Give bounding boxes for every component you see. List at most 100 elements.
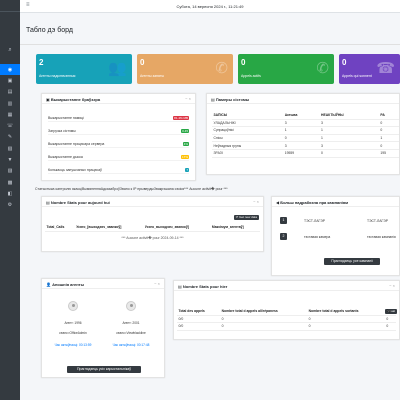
- system-sizes-card: ▤ Памеры сістэмы ЗАПІСЫ Актыва НЕАКТЫЎНЫ РА…: [206, 93, 400, 175]
- sidebar-item-reports[interactable]: ▦: [7, 111, 13, 118]
- table-cell: 0: [283, 134, 320, 143]
- sidebar-item-filter[interactable]: ▼: [7, 157, 13, 164]
- sidebar-nav: ◉ ▣ ▤ ▥ ▦ ☏ ✎ ▧ ▼ ▨ ▩ ◧ ⚙: [0, 64, 20, 211]
- card-title: ▤ Памеры сістэмы: [211, 97, 250, 102]
- table-cell: УЛАДАЛЬНІКІ: [212, 119, 284, 128]
- table-cell: 0: [220, 315, 308, 324]
- table-row: ЗРАЗІ 19559 0 195: [212, 149, 399, 158]
- table-cell: 3: [283, 141, 320, 150]
- sidebar-item-campaigns[interactable]: ▤: [7, 89, 13, 96]
- sidebar-item-archive[interactable]: ▩: [7, 179, 13, 186]
- avatar: [126, 301, 136, 311]
- list-item: Выкарыстанне памяці 81.4% MB: [48, 115, 189, 122]
- table-row: Неўхадныя групы 3 3 0: [212, 141, 399, 150]
- stat-box-active-calls[interactable]: 0 Appels actifs ✆: [238, 54, 334, 84]
- sidebar-item-edit[interactable]: ✎: [7, 134, 13, 141]
- phone-icon: ✆: [215, 60, 228, 77]
- card-tools[interactable]: − ×: [253, 199, 259, 204]
- sidebar-item-stats[interactable]: ▧: [7, 145, 13, 152]
- card-header: ▤ Памеры сістэмы: [207, 94, 399, 104]
- stats-today-card: ▤ Nombre Stats pour aujourd hui − × ⟳ Ge…: [41, 196, 264, 252]
- current-date: Субота, 14 вересня 2024 г., 11:21:49: [176, 4, 244, 9]
- table-cell: 0: [378, 141, 399, 150]
- table-cell: 0: [307, 315, 385, 324]
- card-title: ◀ Больш падрабязна пра кампаніям: [276, 200, 349, 205]
- page-title: Табло дэ борд: [26, 27, 73, 34]
- sidebar-item-dashboard[interactable]: ◉: [0, 64, 20, 76]
- table-cell: Неўхадныя групы: [212, 141, 284, 150]
- sidebar-brand[interactable]: [0, 0, 20, 12]
- table-cell: 195: [378, 149, 399, 158]
- card-header: ▤ Nombre Stats pour hier − ×: [174, 281, 399, 291]
- list-item: Выкарыстанне працэсара сервера 4%: [48, 141, 189, 148]
- phone-volume-icon: ✆: [316, 60, 329, 77]
- stat-box-agents-busy[interactable]: 0 Агенты заняты ✆: [137, 54, 233, 84]
- table-row: Супрацоўнікі 1 1 0: [212, 126, 399, 135]
- search-icon[interactable]: ⌕: [8, 47, 12, 53]
- table-cell: 0: [319, 149, 379, 158]
- table-cell: 0: [384, 315, 396, 324]
- bell-icon: ☎: [376, 60, 395, 77]
- table-cell: 0/0: [177, 315, 221, 324]
- campaign-button-1[interactable]: 1: [280, 217, 287, 224]
- sidebar-item-files[interactable]: ▨: [7, 168, 13, 175]
- campaign-button-2[interactable]: 2: [280, 233, 287, 240]
- card-tools[interactable]: − ×: [185, 96, 191, 101]
- divider: [20, 44, 400, 45]
- table-cell: 3: [283, 119, 320, 128]
- sidebar-item-lists[interactable]: ▥: [7, 100, 13, 107]
- topbar: ≡ Субота, 14 вересня 2024 г., 11:21:49: [20, 0, 400, 13]
- stat-box-ringing-calls[interactable]: 0 Appels qui sonnent ☎: [339, 54, 400, 84]
- status-badge: 4%: [182, 141, 189, 146]
- card-title: ▤ Nombre Stats pour aujourd hui: [46, 200, 110, 205]
- view-all-users-button[interactable]: Праглядзець усіх карыстальнікаў: [67, 366, 141, 373]
- system-table: ЗАПІСЫ Актыва НЕАКТЫЎНЫ РА УЛАДАЛЬНІКІ 3 3 0 Су…: [212, 112, 399, 158]
- table-cell: Супрацоўнікі: [212, 126, 284, 135]
- table-cell: 0: [378, 119, 399, 128]
- get-new-data-button[interactable]: ⟳ Get new data: [233, 215, 259, 220]
- table-cell: 0: [378, 126, 399, 135]
- card-header: 👤 Апошнія агенты − ×: [42, 279, 164, 289]
- table-cell: ЗРАЗІ: [212, 149, 284, 158]
- card-header: ▣ Выкарыстанне браўзэра − ×: [42, 94, 195, 104]
- sidebar-item-calls[interactable]: ☏: [6, 123, 14, 130]
- card-title: 👤 Апошнія агенты: [46, 282, 85, 287]
- card-tools[interactable]: − ×: [154, 281, 160, 286]
- table-cell: 19559: [283, 149, 320, 158]
- stats-yesterday-table: Total des appels Nombre total d appels al…: [177, 308, 396, 331]
- campaign-details-card: ◀ Больш падрабязна пра кампаніям 1 ТЭСТ-…: [271, 196, 400, 276]
- stats-yesterday-card: ▤ Nombre Stats pour hier − × Actual Tota…: [173, 280, 400, 340]
- info-line: Статыстыка кантролю якасціВымяненняАдказ…: [35, 187, 228, 191]
- card-header: ◀ Больш падрабязна пра кампаніям: [272, 197, 399, 207]
- table-cell: Спісы: [212, 134, 284, 143]
- latest-agents-card: 👤 Апошнія агенты − × Агент: 1996 Агент: …: [41, 278, 165, 378]
- table-cell: 1: [319, 126, 379, 135]
- view-all-campaigns-button[interactable]: Праглядзець усе кампаніі: [324, 258, 380, 265]
- card-tools[interactable]: − ×: [389, 283, 395, 288]
- sidebar-item-settings[interactable]: ⚙: [7, 202, 13, 209]
- stat-box-agents-connected[interactable]: 2 Агенты падключэнныя 👥: [36, 54, 132, 84]
- table-cell: 3: [319, 141, 379, 150]
- status-badge: 81.4% MB: [173, 115, 189, 120]
- agent-activity-link[interactable]: Час актыўнасці: 00:13:59: [54, 343, 92, 347]
- card-header: ▤ Nombre Stats pour aujourd hui − ×: [42, 197, 263, 207]
- list-item: Загрузка сістэмы 0.45: [48, 128, 189, 135]
- list-item: Колькасць запушчаных працэсаў 7: [48, 167, 189, 174]
- status-badge: 7: [185, 167, 189, 172]
- table-cell: 0: [220, 322, 308, 331]
- table-row: УЛАДАЛЬНІКІ 3 3 0: [212, 119, 399, 128]
- sidebar: ⌕ ◉ ▣ ▤ ▥ ▦ ☏ ✎ ▧ ▼ ▨ ▩ ◧ ⚙: [0, 0, 20, 400]
- sidebar-item-groups[interactable]: ◧: [7, 190, 13, 197]
- table-cell: 1: [378, 134, 399, 143]
- status-badge: 0.45: [181, 128, 189, 133]
- agent-activity-link[interactable]: Час актыўнасці: 00:17:48: [112, 343, 150, 347]
- users-icon: 👥: [108, 60, 127, 77]
- list-item: Выкарыстанне дыска 17%: [48, 154, 189, 161]
- table-cell: 0/0: [177, 322, 221, 331]
- sidebar-item-users[interactable]: ▣: [7, 77, 13, 84]
- empty-message: *** Aucune activit� pour 2024-09-14 ***: [121, 236, 184, 240]
- stats-today-table: Total_Calls Усяго_[выходзяч_званкоў] Усяго…: [45, 224, 260, 232]
- table-cell: 0: [384, 322, 396, 331]
- avatar: [68, 301, 78, 311]
- hamburger-menu-icon[interactable]: ≡: [26, 2, 30, 8]
